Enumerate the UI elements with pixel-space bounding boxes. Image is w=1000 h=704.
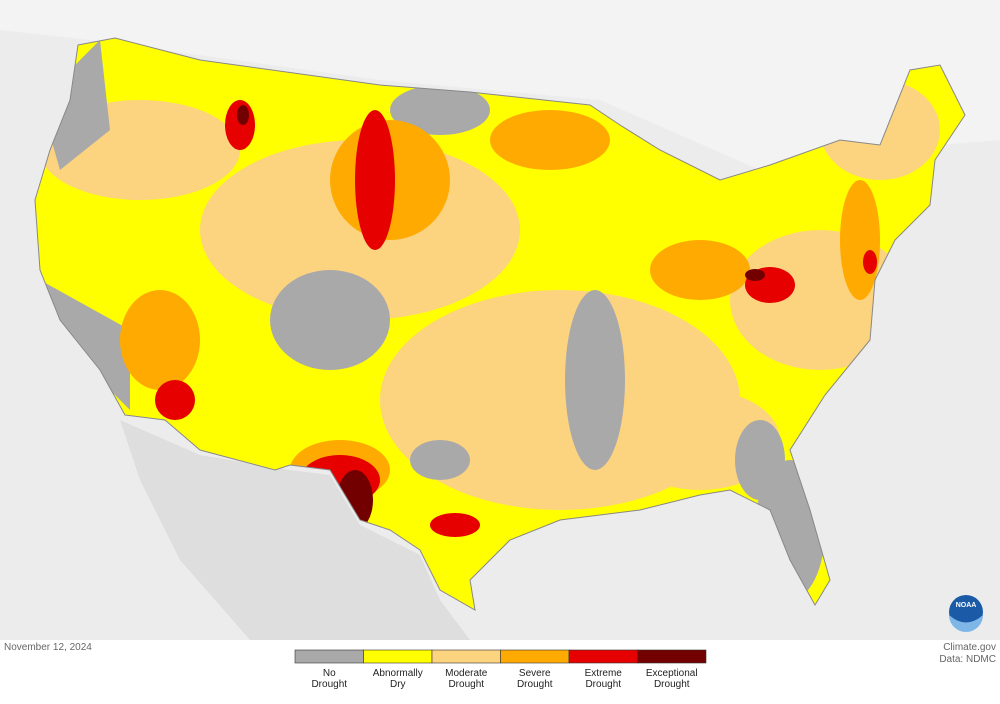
legend: NoDroughtAbnormallyDryModerateDroughtSev…: [294, 649, 707, 690]
legend-label: Extreme: [585, 668, 623, 679]
noaa-logo-wave: [949, 615, 983, 632]
date: November 12, 2024: [4, 642, 92, 653]
canada: [0, 0, 1000, 170]
legend-label: Drought: [654, 679, 690, 690]
legend-label: Drought: [311, 679, 347, 690]
drought-areas: [35, 38, 965, 610]
legend-swatch: [568, 649, 638, 664]
legend-label: Drought: [585, 679, 621, 690]
legend-label: Dry: [390, 679, 406, 690]
legend-label: Drought: [448, 679, 484, 690]
credit: Climate.gov: [943, 642, 996, 653]
footer: [0, 640, 1000, 704]
legend-label: Abnormally: [373, 668, 423, 679]
legend-label: Exceptional: [646, 668, 698, 679]
legend-swatch: [431, 649, 501, 664]
mexico: [120, 420, 470, 640]
credit: Data: NDMC: [939, 654, 996, 665]
legend-swatch: [637, 649, 707, 664]
logo-text: NOAA: [956, 602, 977, 609]
legend-label: Drought: [517, 679, 553, 690]
legend-label: Severe: [519, 668, 551, 679]
legend-label: No: [323, 668, 336, 679]
legend-swatch: [363, 649, 433, 664]
legend-swatch: [294, 649, 364, 664]
legend-label: Moderate: [445, 668, 488, 679]
noaa-logo: [949, 595, 983, 629]
legend-swatch: [500, 649, 570, 664]
